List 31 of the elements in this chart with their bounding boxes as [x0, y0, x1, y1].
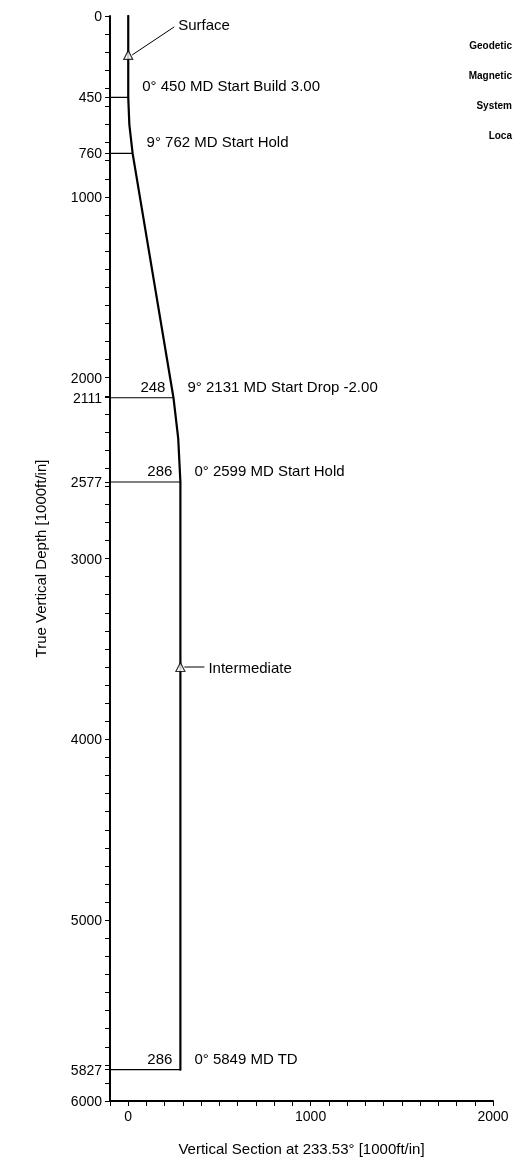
y-axis-title: True Vertical Depth [1000ft/in] [32, 459, 49, 658]
y-tick-label: 6000 [70, 1093, 103, 1109]
y-tick-label: 2577 [70, 474, 103, 491]
y-tick-label: 4000 [70, 731, 103, 748]
annotation: Loca [488, 129, 513, 141]
annotation: Surface [178, 16, 230, 34]
x-tick-label: 1000 [295, 1108, 327, 1124]
y-tick-label: 5827 [70, 1061, 103, 1078]
annotation: 286 [147, 462, 173, 480]
y-tick-label: 3000 [70, 550, 103, 567]
annotation: 0° 450 MD Start Build 3.00 [142, 77, 320, 95]
y-tick-label: 2111 [72, 389, 103, 406]
y-tick-label: 450 [78, 89, 103, 106]
y-tick-label: 760 [78, 145, 103, 162]
annotation: 0° 2599 MD Start Hold [194, 462, 345, 480]
annotation: 0° 5849 MD TD [194, 1049, 298, 1067]
annotation: Intermediate [208, 658, 292, 676]
annotation: 9° 2131 MD Start Drop -2.00 [187, 377, 378, 395]
y-tick-label: 5000 [70, 912, 103, 929]
annotation: 286 [147, 1049, 173, 1067]
x-tick-label: 0 [124, 1108, 133, 1124]
annotation: 248 [140, 377, 166, 395]
x-tick-label: 2000 [477, 1108, 509, 1124]
annotation: System [476, 99, 513, 111]
y-tick-label: 1000 [70, 188, 103, 205]
x-axis-title: Vertical Section at 233.53° [1000ft/in] [178, 1140, 425, 1157]
y-tick-label: 2000 [70, 369, 103, 386]
annotation: Geodetic [469, 39, 513, 51]
y-tick-label: 0 [94, 8, 103, 24]
annotation: 9° 762 MD Start Hold [146, 133, 289, 151]
annotation: Magnetic [468, 69, 513, 81]
